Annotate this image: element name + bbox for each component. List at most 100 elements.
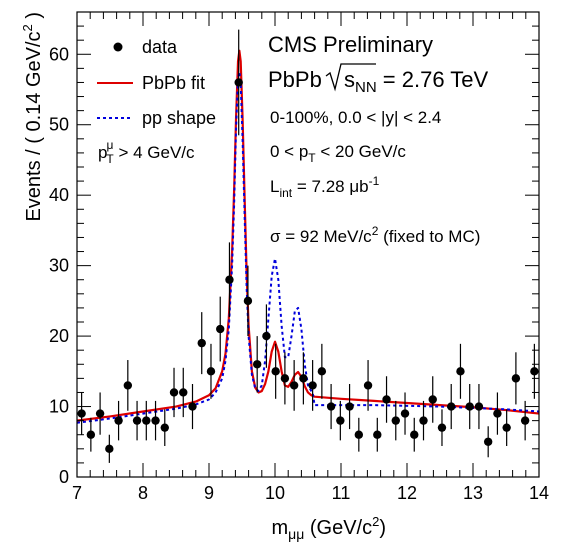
data-marker [289,381,299,390]
data-point [252,336,262,393]
data-point [465,384,474,430]
data-point [502,409,511,446]
data-marker [114,416,123,425]
data-marker [437,423,447,432]
data-point [105,434,114,463]
header-title: CMS Preliminary [268,32,433,57]
data-point [197,312,206,375]
data-marker [206,367,216,376]
x-tick-label: 9 [204,483,214,503]
data-marker [243,296,253,306]
data-point [95,392,105,435]
data-marker [410,430,419,439]
legend-marker-data [113,42,123,52]
y-tick-label: 0 [59,467,69,487]
data-marker [299,374,308,383]
data-marker [123,381,133,390]
data-point [299,352,308,405]
data-point [86,417,96,452]
header-collision: PbPb sNN = 2.76 TeV [268,63,489,96]
y-axis-title: Events / ( 0.14 GeV/c2 ) [20,12,45,222]
data-marker [354,430,364,439]
data-point [483,426,493,458]
data-point [391,400,400,441]
x-tick-label: 10 [265,483,285,503]
data-point [326,384,336,430]
data-point [530,343,539,399]
data-point [373,417,382,452]
x-tick-label: 11 [332,483,351,503]
data-marker [262,331,271,341]
x-tick-label: 14 [529,483,549,503]
pt-range-label: 0 < pT < 20 GeV/c [270,142,406,165]
data-point [447,384,456,430]
data-point [400,392,410,435]
data-point [123,360,133,411]
data-point [132,400,142,441]
data-marker [151,416,160,425]
data-point [142,400,151,441]
data-point [243,265,253,337]
data-marker [252,360,262,369]
y-tick-label: 20 [49,326,69,346]
x-tick-label: 12 [397,483,417,503]
y-tick-label: 60 [49,44,69,64]
data-point [317,343,327,399]
data-point [234,29,243,136]
x-tick-label: 13 [463,483,483,503]
plot-frame [76,11,540,478]
y-tick-label: 40 [49,185,69,205]
data-point [363,360,373,411]
data-point [114,400,123,441]
data-point [169,367,179,418]
data-point [456,343,465,399]
data-marker [188,402,197,411]
data-marker [225,275,234,284]
data-point [262,304,271,368]
data-marker [456,367,465,376]
data-point [271,343,280,399]
sqrt-sign [325,63,376,92]
data-marker [419,416,428,425]
legend-label-data: data [142,37,178,57]
x-axis-title-sub: μμ [288,526,304,542]
data-marker [132,416,142,425]
data-point [280,352,290,405]
muon-pt-label: pμ T > 4 GeV/c [98,138,195,166]
data-marker [363,381,373,390]
data-point [289,360,299,411]
legend: data PbPb fit pp shape [97,37,216,128]
data-point [382,376,391,423]
data-point [188,384,197,430]
data-point [493,392,502,435]
data-point [428,376,437,423]
y-tick-label: 10 [49,397,69,417]
data-marker [142,416,151,425]
tick-labels: 7 8 9 10 11 12 13 14 0 10 20 30 40 50 60 [49,44,549,503]
data-marker [160,423,169,432]
data-marker [373,430,382,439]
legend-label-pp-shape: pp shape [142,108,216,128]
data-marker [95,409,105,418]
data-point [520,400,530,441]
data-marker [465,402,474,411]
data-points [77,29,539,463]
data-point [216,296,225,362]
data-marker [530,367,539,376]
data-marker [179,388,188,397]
data-marker [447,402,456,411]
data-point [474,384,484,430]
data-marker [169,388,179,397]
data-point [308,360,317,411]
data-marker [391,416,400,425]
data-point [511,352,521,405]
data-marker [271,367,280,376]
data-marker [502,423,511,432]
y-tick-label: 30 [49,256,69,276]
data-marker [317,367,327,376]
data-point [354,417,364,452]
axis-ticks [76,11,540,478]
data-marker [280,374,290,383]
sigma-label: σ = 92 MeV/c2 (fixed to MC) [270,224,480,246]
